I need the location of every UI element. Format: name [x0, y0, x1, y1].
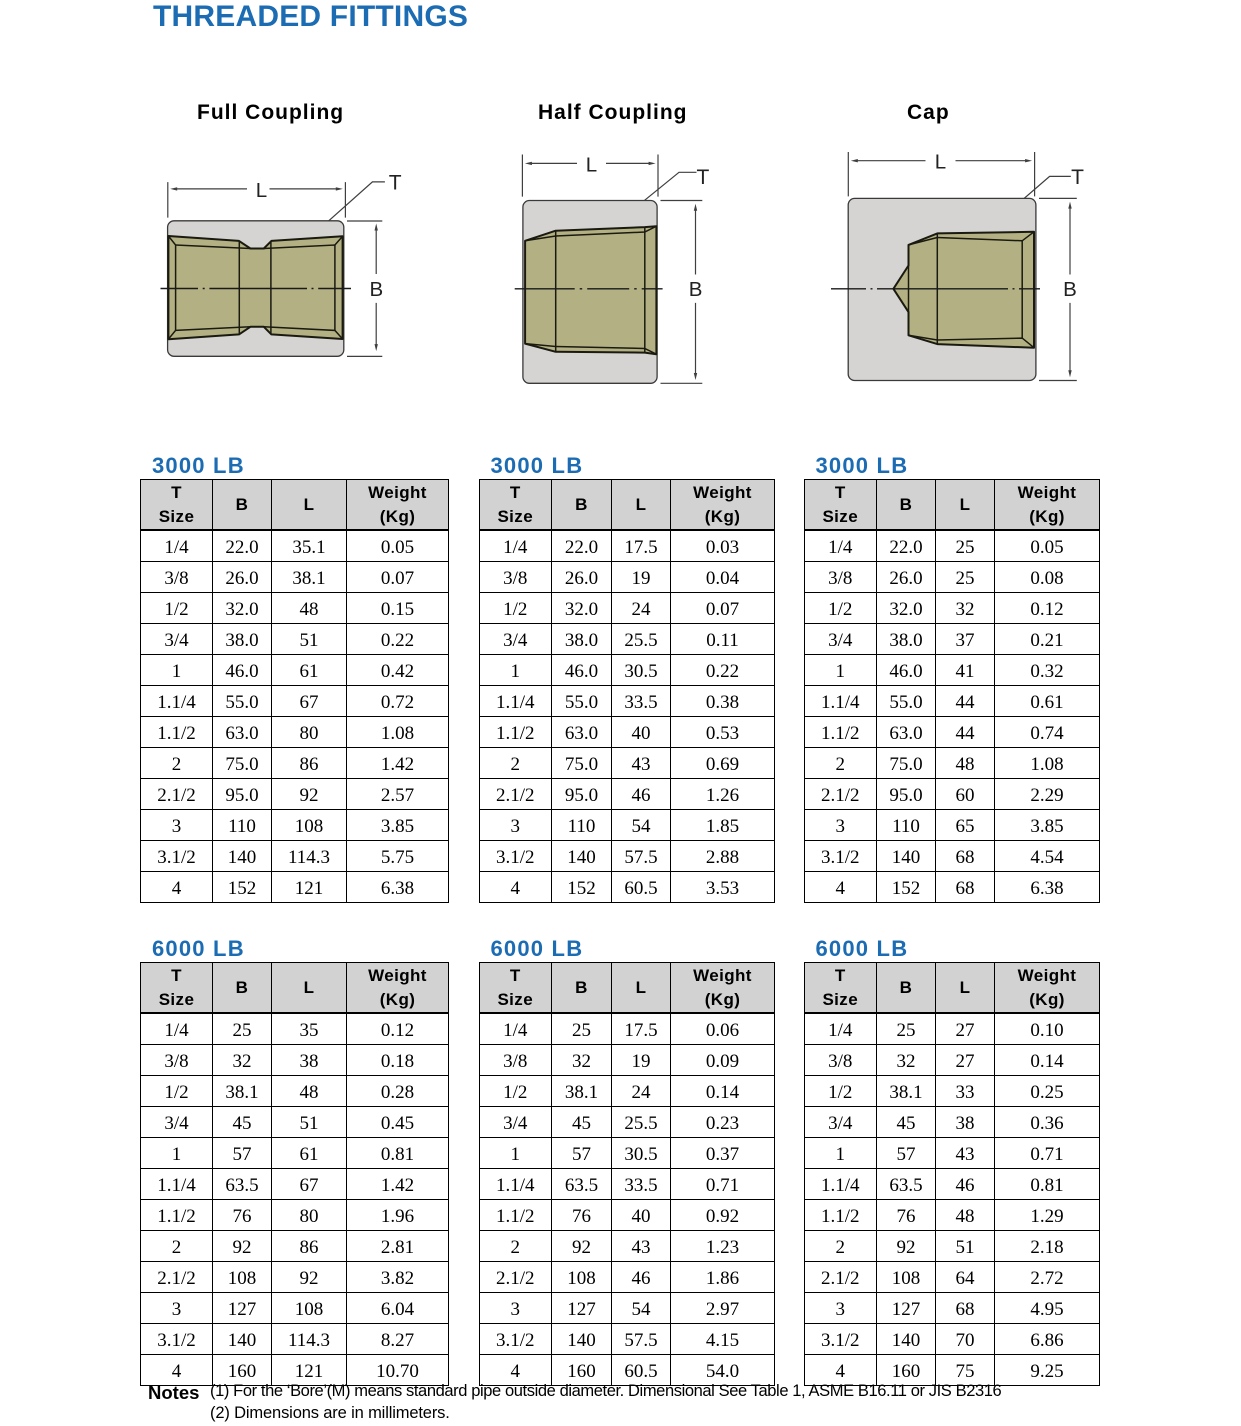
svg-text:T: T: [389, 171, 402, 194]
svg-text:T: T: [1071, 166, 1084, 189]
svg-text:L: L: [256, 179, 267, 202]
svg-text:B: B: [689, 278, 703, 301]
svg-text:B: B: [1063, 278, 1077, 301]
svg-text:L: L: [935, 151, 946, 174]
svg-text:L: L: [586, 153, 597, 176]
svg-text:B: B: [369, 278, 383, 301]
svg-text:T: T: [696, 166, 709, 189]
